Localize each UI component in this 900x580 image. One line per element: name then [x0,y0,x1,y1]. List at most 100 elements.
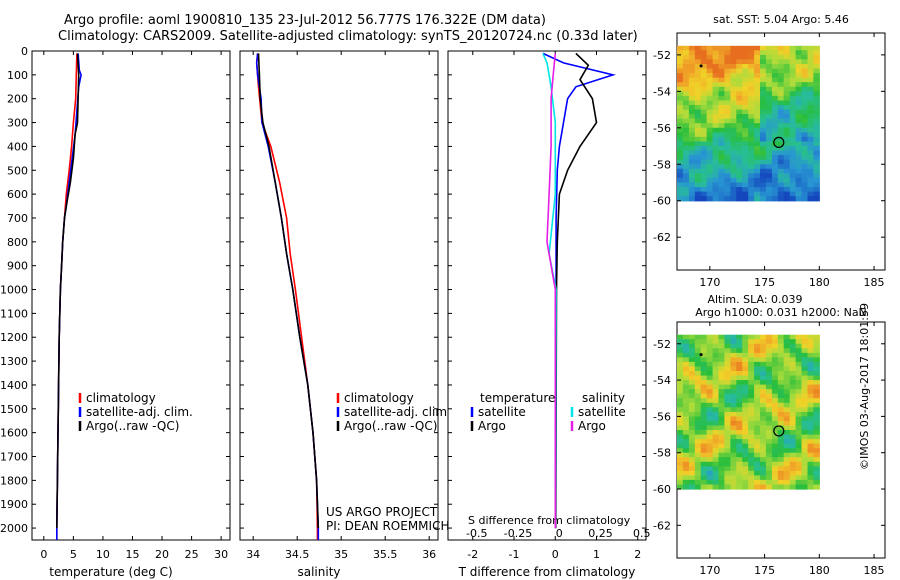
heatmap-cell [765,196,773,202]
heatmap-cell [706,434,714,440]
heatmap-cell [795,95,803,102]
heatmap-cell [712,141,720,147]
heatmap-cell [813,127,820,133]
heatmap-cell [789,82,797,88]
heatmap-cell [677,343,684,349]
heatmap-cell [771,411,779,417]
heatmap-cell [771,91,779,97]
heatmap-cell [730,105,737,111]
heatmap-cell [783,45,791,51]
heatmap-cell [724,334,731,340]
heatmap-cell [754,430,761,436]
heatmap-cell [813,479,820,485]
heatmap-cell [688,361,696,367]
heatmap-cell [777,466,785,472]
heatmap-cell [718,141,725,147]
heatmap-cell [677,159,684,165]
heatmap-cell [706,402,714,408]
heatmap-cell [682,91,690,97]
heatmap-cell [777,91,785,97]
heatmap-cell [807,146,814,152]
heatmap-cell [754,146,761,152]
heatmap-cell [682,155,690,161]
heatmap-cell [783,95,791,102]
heatmap-cell [724,164,731,170]
heatmap-cell [777,361,785,367]
heatmap-cell [688,73,696,79]
heatmap-cell [724,159,731,165]
heatmap-cell [801,461,808,467]
heatmap-cell [700,466,708,472]
heatmap-cell [765,475,773,481]
heatmap-cell [706,357,714,363]
heatmap-cell [760,380,767,386]
heatmap-cell [813,182,820,188]
heatmap-cell [807,361,814,367]
heatmap-cell [813,380,820,386]
heatmap-cell [736,375,743,381]
heatmap-cell [771,132,779,138]
heatmap-cell [712,196,720,202]
heatmap-cell [813,466,820,472]
heatmap-cell [765,132,773,138]
heatmap-cell [754,343,761,349]
heatmap-cell [807,105,814,111]
heatmap-cell [682,357,690,363]
heatmap-cell [771,114,779,120]
heatmap-cell [748,68,755,74]
heatmap-cell [688,109,696,115]
sst_map-grid [677,45,820,202]
heatmap-cell [783,420,791,426]
heatmap-cell [688,196,696,202]
heatmap-cell [813,348,820,354]
heatmap-cell [694,64,702,70]
heatmap-cell [742,187,749,193]
legend-title: salinity [582,391,625,405]
heatmap-cell [789,141,797,147]
heatmap-cell [789,86,797,92]
heatmap-cell [771,173,779,179]
heatmap-cell [754,141,761,147]
heatmap-cell [771,402,779,408]
heatmap-cell [748,398,755,404]
heatmap-cell [783,155,791,161]
heatmap-cell [736,191,743,197]
heatmap-cell [795,155,803,161]
heatmap-cell [730,146,737,152]
heatmap-cell [760,348,767,354]
heatmap-cell [712,118,720,124]
heatmap-cell [795,466,803,472]
xtick-label: 0 [552,548,559,561]
heatmap-cell [688,443,696,449]
heatmap-cell [801,64,808,70]
heatmap-cell [760,64,767,70]
heatmap-cell [760,155,767,161]
heatmap-cell [736,484,743,490]
heatmap-cell [700,452,708,458]
heatmap-cell [807,187,814,193]
heatmap-cell [730,59,737,65]
heatmap-cell [712,339,720,345]
heatmap-cell [706,457,714,463]
heatmap-cell [742,352,749,358]
heatmap-cell [777,343,785,349]
heatmap-cell [677,54,684,61]
heatmap-cell [795,100,803,106]
heatmap-cell [700,479,708,485]
heatmap-cell [724,182,731,188]
heatmap-cell [813,470,820,476]
heatmap-cell [754,155,761,161]
heatmap-cell [777,64,785,70]
annotation-project: US ARGO PROJECT [326,505,438,519]
heatmap-cell [677,173,684,179]
heatmap-cell [801,357,808,363]
heatmap-cell [730,73,737,79]
map-ytick-label: -52 [653,49,671,62]
heatmap-cell [700,91,708,97]
heatmap-cell [682,457,690,463]
heatmap-cell [677,155,684,161]
heatmap-cell [789,155,797,161]
heatmap-cell [795,59,803,65]
heatmap-cell [771,484,779,490]
heatmap-cell [801,168,808,174]
